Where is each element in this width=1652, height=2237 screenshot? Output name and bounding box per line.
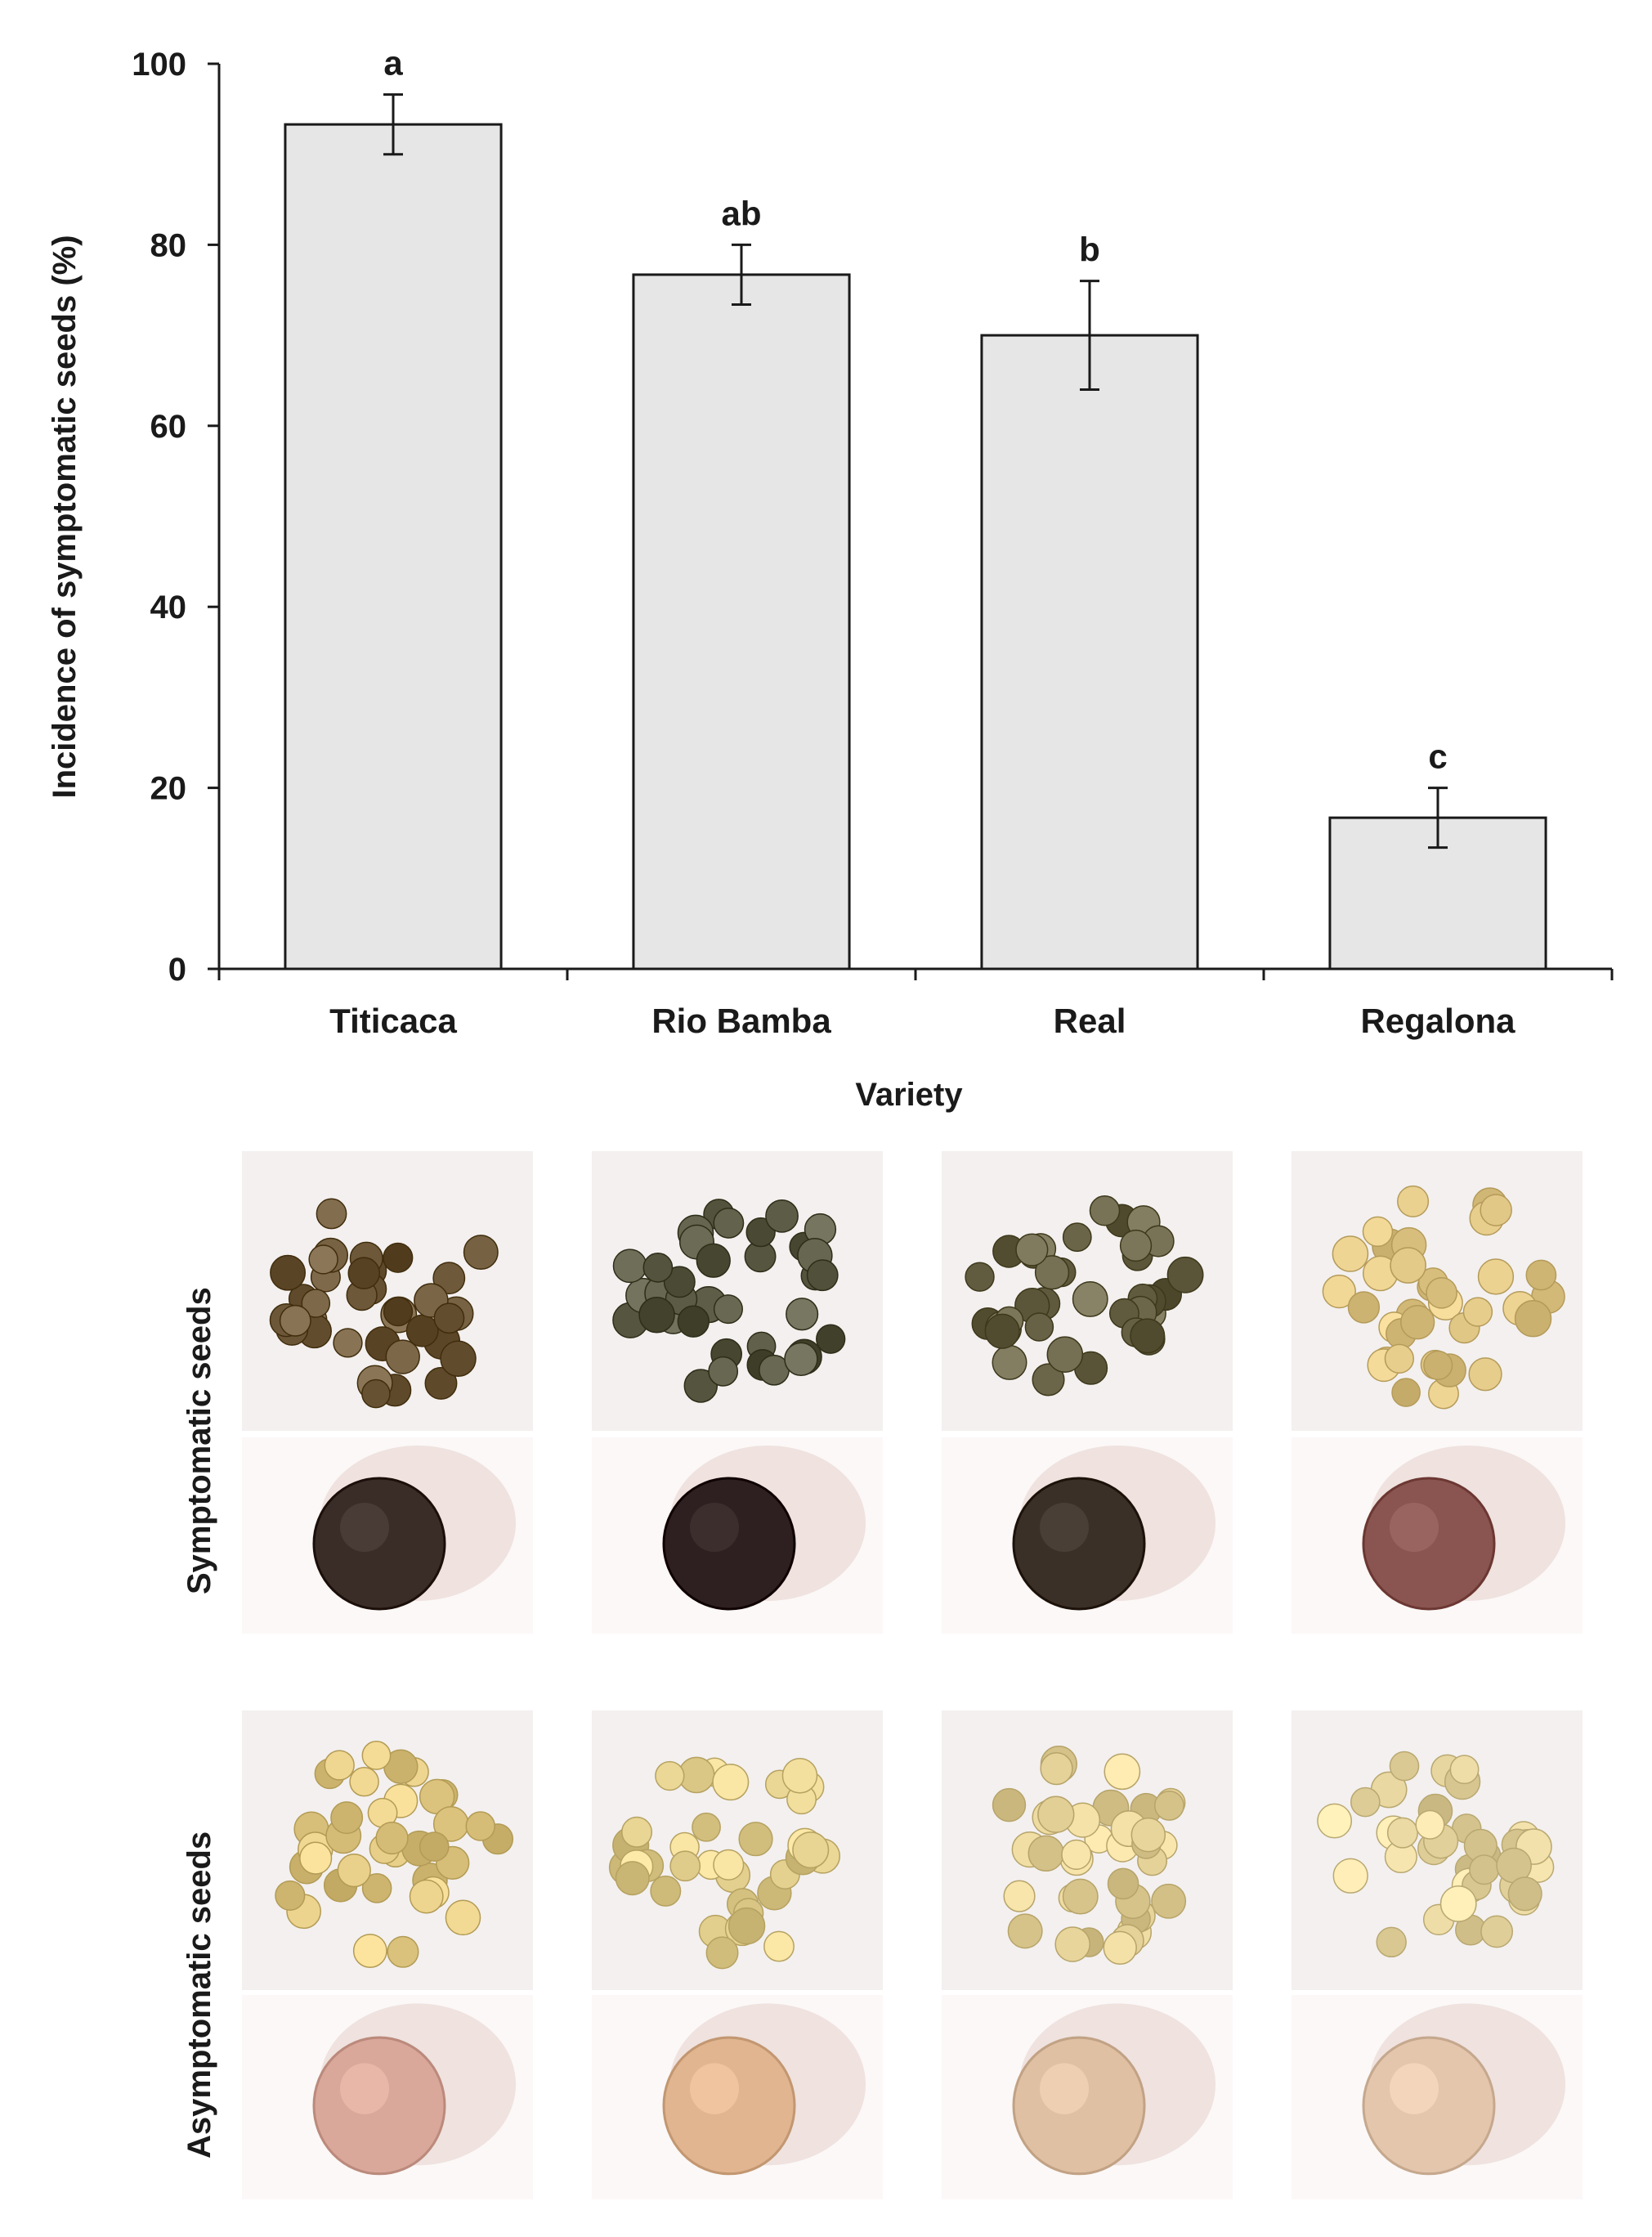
y-axis: 0 20 40 60 80 100 <box>132 47 221 988</box>
seed-group-photo <box>242 1710 533 1990</box>
y-tick-label: 20 <box>150 771 187 807</box>
x-tick-label: Rio Bamba <box>651 1002 831 1040</box>
row-label-asymptomatic: Asymptomatic seeds <box>181 1831 217 2159</box>
x-axis: Titicaca Rio Bamba Real Regalona <box>217 967 1614 1040</box>
seed-group-photo <box>592 1710 883 1990</box>
bar <box>980 334 1199 971</box>
y-tick-label: 40 <box>150 590 187 625</box>
seed-group-photo <box>592 1151 883 1431</box>
seed-closeup-photo <box>242 1437 533 1634</box>
seed-closeup-photo <box>1292 1437 1583 1634</box>
y-tick-label: 100 <box>132 47 186 83</box>
seed-group-photo <box>1292 1151 1583 1431</box>
seed-group-photo <box>942 1710 1233 1990</box>
seed-closeup-photo <box>942 1437 1233 1634</box>
seed-closeup-photo <box>592 1995 883 2199</box>
row-label-symptomatic: Symptomatic seeds <box>181 1287 217 1594</box>
seed-group-photo <box>942 1151 1233 1431</box>
x-tick-label: Real <box>1054 1002 1126 1040</box>
y-tick-label: 80 <box>150 227 187 263</box>
bar-chart: 0 20 40 60 80 100 Titicaca Rio Bamba Real Regalo… <box>47 44 1614 1113</box>
x-axis-label: Variety <box>855 1077 963 1113</box>
bar-series: a ab b c <box>284 44 1547 971</box>
significance-label: a <box>383 44 403 83</box>
seed-closeup-photo <box>592 1437 883 1634</box>
y-axis-label: Incidence of symptomatic seeds (%) <box>47 235 83 798</box>
seed-group-photo <box>1292 1710 1583 1990</box>
x-tick-label: Regalona <box>1360 1002 1515 1040</box>
y-tick-label: 0 <box>168 952 186 988</box>
bar <box>632 273 851 971</box>
bar <box>284 123 503 971</box>
seed-closeup-photo <box>942 1995 1233 2199</box>
seed-closeup-photo <box>242 1995 533 2199</box>
x-tick-label: Titicaca <box>329 1002 457 1040</box>
seed-closeup-photo <box>1292 1995 1583 2199</box>
seed-group-photo <box>242 1151 533 1431</box>
y-tick-label: 60 <box>150 409 187 445</box>
significance-label: c <box>1428 737 1447 776</box>
significance-label: b <box>1079 231 1100 269</box>
significance-label: ab <box>721 194 761 232</box>
